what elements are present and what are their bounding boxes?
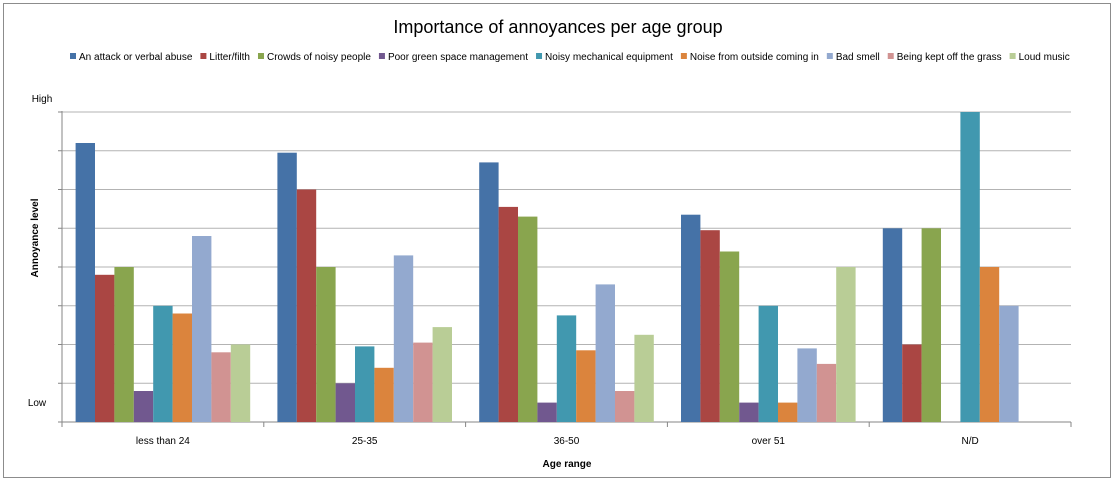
bar (902, 344, 922, 422)
bar (979, 267, 1000, 422)
legend-swatch (680, 53, 687, 59)
bars (75, 112, 1019, 423)
y-tick-label-low: Low (28, 398, 47, 409)
bar (75, 143, 95, 422)
legend-swatch (887, 53, 894, 59)
y-tick-label-high: High (32, 94, 53, 105)
bar (355, 346, 375, 422)
bar (211, 352, 231, 423)
x-tick-label: over 51 (752, 436, 786, 447)
x-tick-label: N/D (961, 436, 978, 447)
bar (393, 255, 414, 422)
legend-label: Litter/filth (209, 52, 250, 63)
legend-swatch (536, 53, 543, 59)
bar (114, 267, 134, 422)
bar (615, 391, 635, 422)
bar (999, 305, 1019, 423)
bar (277, 152, 297, 422)
x-tick-label: 25-35 (352, 436, 378, 447)
bar (133, 391, 154, 422)
x-tick-labels: less than 24 25-35 36-50 over 51 N/D (136, 436, 979, 447)
y-axis-title: Annoyance level (30, 198, 41, 277)
legend-label: Crowds of noisy people (267, 52, 371, 63)
bar (153, 305, 173, 423)
x-axis-title: Age range (543, 459, 592, 470)
bar (816, 363, 837, 422)
bar (778, 402, 798, 422)
bar (172, 313, 192, 422)
legend-swatch (70, 53, 76, 59)
bar (960, 112, 980, 422)
bar (432, 327, 452, 422)
legend-label: Bad smell (836, 52, 880, 63)
chart-frame: Importance of annoyances per age group A… (3, 3, 1111, 478)
bar (758, 305, 778, 423)
bar (374, 367, 394, 423)
bar (739, 402, 759, 422)
legend-label: Being kept off the grass (897, 52, 1002, 63)
bar (518, 216, 538, 422)
axes (58, 111, 1072, 427)
bar (700, 230, 720, 422)
legend-swatch (200, 53, 207, 59)
bar (882, 228, 903, 423)
bar (479, 162, 499, 422)
bar (316, 267, 336, 422)
bar (296, 189, 317, 422)
legend-label: Poor green space management (388, 52, 528, 63)
legend-label: An attack or verbal abuse (79, 52, 193, 63)
legend-swatch (378, 53, 385, 59)
bar (921, 228, 941, 423)
bar (634, 334, 654, 422)
legend-swatch (1009, 53, 1016, 59)
legend-swatch (257, 53, 264, 59)
x-tick-label: 36-50 (554, 436, 580, 447)
bar (719, 251, 740, 422)
bar (797, 348, 817, 422)
bar (95, 274, 115, 423)
bar (681, 214, 701, 422)
bar (498, 206, 518, 422)
legend: An attack or verbal abuse Litter/filth Cro… (70, 52, 1070, 63)
legend-label: Noise from outside coming in (690, 52, 819, 63)
bar (556, 315, 577, 422)
bar (836, 267, 856, 422)
bar (413, 342, 433, 422)
bar (230, 344, 251, 422)
legend-swatch (826, 53, 833, 59)
bar (192, 236, 212, 422)
legend-label: Loud music (1019, 52, 1070, 63)
legend-label: Noisy mechanical equipment (545, 52, 673, 63)
chart-title: Importance of annoyances per age group (393, 17, 722, 37)
chart: Importance of annoyances per age group A… (28, 17, 1072, 470)
bar (576, 350, 596, 422)
bar (335, 383, 355, 423)
x-tick-label: less than 24 (136, 436, 190, 447)
bar (595, 284, 615, 422)
bar (537, 402, 557, 422)
